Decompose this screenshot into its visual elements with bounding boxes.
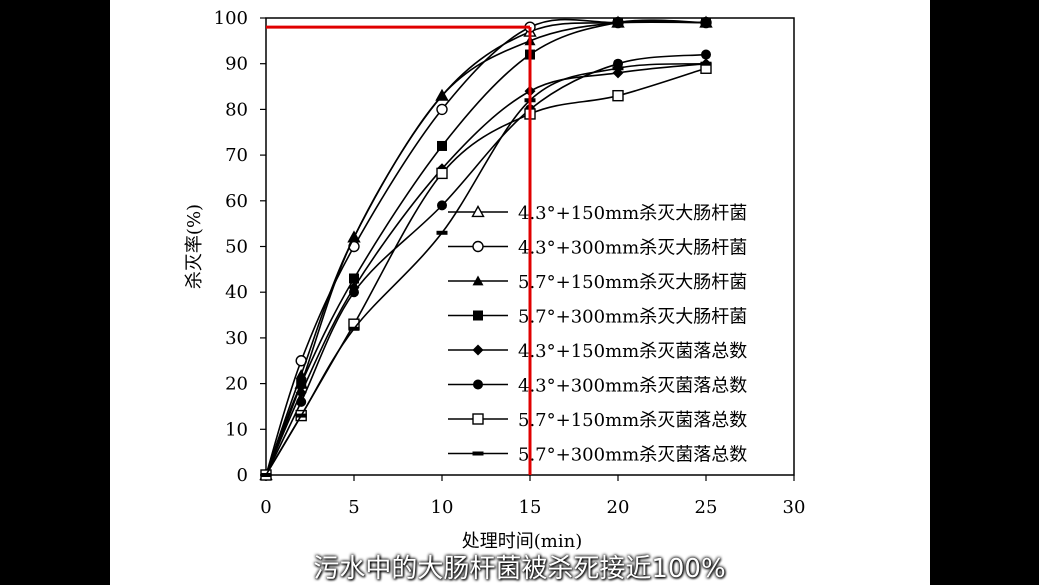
y-tick-label: 20 xyxy=(225,374,248,395)
y-tick-label: 90 xyxy=(225,54,248,75)
legend-label: 4.3°+150mm杀灭大肠杆菌 xyxy=(518,203,747,224)
legend-label: 4.3°+300mm杀灭大肠杆菌 xyxy=(518,238,747,259)
data-point xyxy=(296,378,307,389)
legend-marker xyxy=(471,205,485,218)
x-tick-label: 25 xyxy=(695,497,718,518)
data-point xyxy=(436,103,448,116)
x-tick-label: 30 xyxy=(783,497,806,518)
x-tick-label: 15 xyxy=(519,497,542,518)
data-point xyxy=(613,17,623,28)
legend-marker xyxy=(473,379,483,390)
legend-item: 4.3°+300mm杀灭大肠杆菌 xyxy=(448,238,747,259)
legend-marker xyxy=(472,240,484,253)
data-point xyxy=(349,273,359,284)
data-point xyxy=(701,49,711,60)
legend-item: 5.7°+300mm杀灭菌落总数 xyxy=(448,445,747,466)
legend-marker xyxy=(472,275,484,286)
data-point xyxy=(295,387,307,399)
data-point xyxy=(700,61,712,66)
x-tick-label: 5 xyxy=(348,497,359,518)
y-tick-label: 100 xyxy=(214,8,248,29)
data-point xyxy=(348,231,360,242)
data-point xyxy=(295,413,307,418)
data-point xyxy=(436,90,448,101)
legend: 4.3°+150mm杀灭大肠杆菌 4.3°+300mm杀灭大肠杆菌 5.7°+150… xyxy=(448,203,747,466)
data-point xyxy=(612,66,624,71)
data-point xyxy=(437,140,447,151)
data-point xyxy=(612,89,624,102)
data-point xyxy=(349,287,359,298)
legend-marker xyxy=(473,310,483,321)
legend-item: 4.3°+300mm杀灭菌落总数 xyxy=(448,376,747,397)
y-tick-label: 70 xyxy=(225,145,248,166)
legend-label: 5.7°+150mm杀灭菌落总数 xyxy=(518,410,747,431)
line-chart: 0 5 10 15 20 25 30 0 10 20 30 40 50 60 70 80 90 100 处理时间(m… xyxy=(184,8,806,552)
legend-label: 4.3°+300mm杀灭菌落总数 xyxy=(518,376,747,397)
chart-panel: 0 5 10 15 20 25 30 0 10 20 30 40 50 60 70 80 90 100 处理时间(m… xyxy=(110,0,930,585)
data-point xyxy=(260,473,272,477)
legend-item: 4.3°+150mm杀灭大肠杆菌 xyxy=(448,203,747,224)
legend-marker xyxy=(472,344,484,356)
legend-label: 5.7°+300mm杀灭菌落总数 xyxy=(518,445,747,466)
y-tick-label: 0 xyxy=(237,465,248,486)
x-tick-label: 10 xyxy=(431,497,454,518)
legend-item: 5.7°+150mm杀灭大肠杆菌 xyxy=(448,272,747,293)
legend-item: 5.7°+150mm杀灭菌落总数 xyxy=(448,410,747,431)
x-tick-label: 20 xyxy=(607,497,630,518)
x-axis-label: 处理时间(min) xyxy=(462,531,582,552)
data-point xyxy=(348,326,360,331)
video-subtitle: 污水中的大肠杆菌被杀死接近100% xyxy=(313,554,726,584)
data-point xyxy=(296,396,307,407)
legend-marker xyxy=(472,413,484,425)
y-tick-label: 40 xyxy=(225,282,248,303)
y-tick-label: 10 xyxy=(225,419,248,440)
data-point xyxy=(701,17,711,28)
x-tick-label: 0 xyxy=(260,497,271,518)
legend-label: 5.7°+300mm杀灭大肠杆菌 xyxy=(518,307,747,328)
legend-item: 4.3°+150mm杀灭菌落总数 xyxy=(448,341,747,362)
data-point xyxy=(436,167,448,180)
data-point xyxy=(437,200,447,211)
data-point xyxy=(436,230,448,235)
legend-item: 5.7°+300mm杀灭大肠杆菌 xyxy=(448,307,747,328)
legend-label: 4.3°+150mm杀灭菌落总数 xyxy=(518,341,747,362)
data-point xyxy=(613,58,623,69)
legend-marker xyxy=(472,451,484,456)
y-tick-label: 80 xyxy=(225,99,248,120)
legend-label: 5.7°+150mm杀灭大肠杆菌 xyxy=(518,272,747,293)
y-tick-label: 60 xyxy=(225,191,248,212)
y-axis-label: 杀灭率(%) xyxy=(184,204,205,289)
y-tick-label: 50 xyxy=(225,237,248,258)
y-tick-label: 30 xyxy=(225,328,248,349)
